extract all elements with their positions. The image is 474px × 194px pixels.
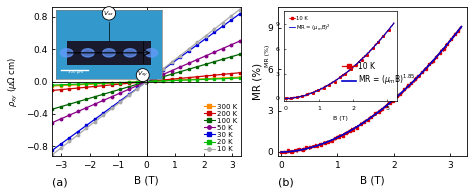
10 K <box>111 106 117 108</box>
300 K <box>111 82 117 84</box>
X-axis label: B (T): B (T) <box>360 176 385 185</box>
100 K <box>111 90 117 92</box>
50 K <box>124 89 130 91</box>
MR = ($\mu_m$B)$^{1.85}$ <box>364 119 370 122</box>
300 K <box>238 76 244 78</box>
MR = ($\mu_m$B)$^{1.85}$ <box>458 25 464 28</box>
10 K <box>281 152 286 155</box>
100 K <box>72 101 78 104</box>
10 K <box>124 96 130 98</box>
200 K <box>238 71 244 74</box>
200 K <box>49 89 55 92</box>
50 K <box>168 70 174 72</box>
Line: 300 K: 300 K <box>51 76 242 87</box>
10 K <box>458 25 464 28</box>
300 K <box>186 78 191 81</box>
200 K <box>124 82 130 85</box>
10 K <box>427 63 432 65</box>
300 K <box>168 79 174 81</box>
Text: (a): (a) <box>52 177 68 187</box>
Line: MR = ($\mu_m$B)$^{1.85}$: MR = ($\mu_m$B)$^{1.85}$ <box>281 27 461 152</box>
300 K <box>187 78 192 81</box>
30 K <box>186 50 191 52</box>
50 K <box>49 121 55 124</box>
20 K <box>49 84 55 86</box>
30 K <box>238 12 244 14</box>
Legend: 300 K, 200 K, 100 K, 50 K, 30 K, 20 K, 10 K: 300 K, 200 K, 100 K, 50 K, 30 K, 20 K, 1… <box>203 103 237 153</box>
Text: (b): (b) <box>278 177 294 187</box>
30 K <box>124 95 130 97</box>
100 K <box>186 68 191 70</box>
20 K <box>168 80 174 82</box>
10 K <box>455 31 460 33</box>
Line: 10 K: 10 K <box>51 7 242 156</box>
10 K <box>278 151 284 153</box>
30 K <box>49 149 55 151</box>
10 K <box>365 120 371 122</box>
Line: 50 K: 50 K <box>51 39 242 124</box>
30 K <box>111 104 117 107</box>
MR = ($\mu_m$B)$^{1.85}$ <box>376 111 382 113</box>
50 K <box>186 62 191 65</box>
10 K <box>168 61 174 64</box>
20 K <box>238 77 244 79</box>
30 K <box>168 63 174 65</box>
10 K <box>187 47 192 49</box>
50 K <box>111 95 117 97</box>
Line: 30 K: 30 K <box>51 12 242 152</box>
100 K <box>124 86 130 88</box>
300 K <box>72 84 78 86</box>
Legend: 10 K, MR = ($\mu_m$B)$^{1.85}$: 10 K, MR = ($\mu_m$B)$^{1.85}$ <box>339 59 419 90</box>
MR = ($\mu_m$B)$^{1.85}$ <box>365 119 371 121</box>
200 K <box>111 83 117 86</box>
10 K <box>72 136 78 138</box>
Y-axis label: MR (%): MR (%) <box>252 63 262 100</box>
50 K <box>238 39 244 42</box>
100 K <box>238 53 244 55</box>
Line: 100 K: 100 K <box>51 53 242 110</box>
20 K <box>124 81 130 83</box>
X-axis label: B (T): B (T) <box>135 176 159 185</box>
Y-axis label: $\rho_{xy}$ ($\mu\Omega$ cm): $\rho_{xy}$ ($\mu\Omega$ cm) <box>7 56 20 107</box>
30 K <box>187 49 192 52</box>
10 K <box>186 48 191 50</box>
20 K <box>111 82 117 84</box>
300 K <box>124 81 130 84</box>
Line: 20 K: 20 K <box>51 77 242 86</box>
Line: 200 K: 200 K <box>51 71 242 92</box>
200 K <box>187 76 192 79</box>
10 K <box>376 109 382 112</box>
20 K <box>186 79 191 81</box>
MR = ($\mu_m$B)$^{1.85}$ <box>454 31 460 33</box>
10 K <box>365 119 370 122</box>
100 K <box>49 108 55 110</box>
MR = ($\mu_m$B)$^{1.85}$ <box>386 103 392 105</box>
20 K <box>187 79 192 81</box>
300 K <box>49 85 55 87</box>
100 K <box>168 73 174 76</box>
MR = ($\mu_m$B)$^{1.85}$ <box>426 64 432 66</box>
MR = ($\mu_m$B)$^{1.85}$ <box>278 151 284 153</box>
10 K <box>49 153 55 156</box>
Line: 10 K: 10 K <box>280 25 463 155</box>
30 K <box>72 133 78 135</box>
100 K <box>187 68 192 70</box>
200 K <box>72 87 78 89</box>
10 K <box>386 101 392 103</box>
20 K <box>72 83 78 85</box>
50 K <box>72 112 78 114</box>
200 K <box>186 76 191 79</box>
50 K <box>187 62 192 64</box>
10 K <box>238 7 244 10</box>
200 K <box>168 78 174 80</box>
